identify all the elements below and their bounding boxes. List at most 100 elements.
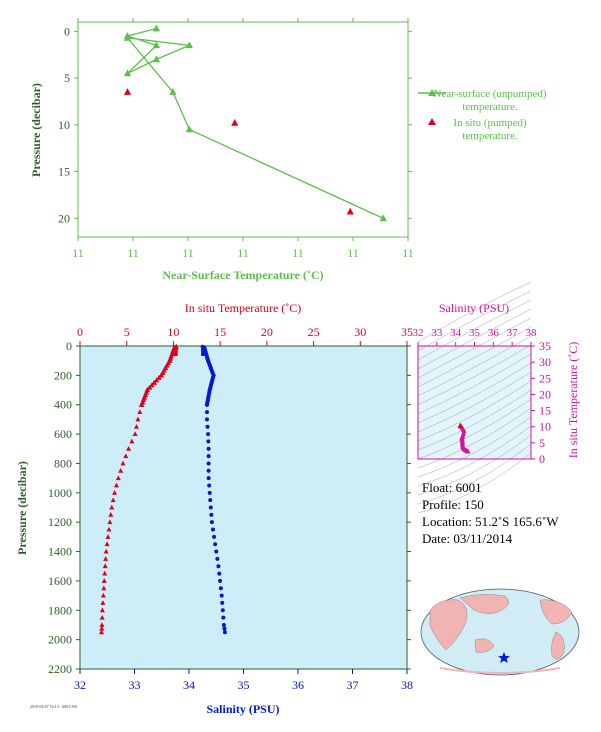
near-surface-chart: 0 5 10 15 20 11 11 11 11 11 11 11 Near-Surface Tem…: [29, 18, 547, 282]
temperature-point-dense: [138, 401, 145, 407]
pressure-tick-label: 1600: [48, 574, 72, 588]
pressure-axis-label: Pressure (decibar): [15, 461, 29, 555]
density-contour: [417, 452, 532, 514]
salinity-point: [212, 534, 217, 539]
pressure-tick-label: 2000: [48, 633, 72, 647]
legend-marker-in-situ: [428, 118, 436, 125]
ts-temperature-tick-label: 30: [539, 355, 551, 369]
top-x-tick-label: 11: [402, 246, 414, 260]
ts-temperature-label: In situ Temperature (˚C): [566, 342, 580, 459]
near-surface-point: [152, 41, 160, 49]
pressure-tick-label: 400: [54, 398, 72, 412]
density-contour: [417, 371, 532, 433]
temperature-tick-label: 35: [401, 325, 413, 339]
map-land-antarctica: [439, 667, 561, 674]
salinity-point-dense: [204, 402, 210, 407]
legend-label-in-situ-2: temperature.: [462, 130, 518, 142]
temperature-tick-label: 15: [214, 325, 226, 339]
density-contour: [417, 290, 532, 352]
ts-plot-frame: [417, 345, 532, 460]
salinity-point: [220, 608, 225, 613]
top-x-tick-label: 11: [292, 246, 304, 260]
ts-temperature-tick-label: 10: [539, 420, 551, 434]
top-legend: Near-surface (unpumped) temperature. In …: [418, 88, 547, 142]
ts-temperature-tick-label: 25: [539, 371, 551, 385]
salinity-point: [214, 549, 219, 554]
ts-temperature-tick-label: 5: [539, 436, 545, 450]
density-contour: [417, 308, 532, 370]
float-info: Float: 6001 Profile: 150 Location: 51.2˚…: [422, 479, 558, 547]
temperature-tick-label: 20: [261, 325, 273, 339]
salinity-point: [218, 586, 223, 591]
ts-salinity-tick-label: 35: [469, 327, 481, 339]
top-y-tick-label: 0: [64, 24, 70, 38]
density-contour: [417, 407, 532, 469]
ts-series: [457, 422, 471, 454]
top-y-axis-label: Pressure (decibar): [29, 83, 43, 177]
salinity-point: [222, 626, 227, 631]
top-x-tick-label: 11: [72, 246, 84, 260]
salinity-point: [205, 424, 210, 429]
density-contour: [417, 389, 532, 451]
temperature-point-dense: [156, 374, 162, 380]
density-contour: [417, 434, 532, 496]
temperature-ticks: 0 5 10 15 20 25 30 35: [77, 325, 413, 346]
temperature-point-dense: [158, 372, 164, 378]
temperature-point: [105, 534, 111, 539]
temperature-point: [106, 526, 112, 532]
salinity-tick-label: 32: [74, 678, 86, 692]
temperature-point: [103, 548, 109, 554]
salinity-point: [209, 520, 214, 525]
salinity-point: [220, 600, 225, 605]
salinity-point: [222, 630, 227, 635]
top-series: [123, 24, 387, 222]
ts-temperature-tick-label: 20: [539, 387, 551, 401]
ts-salinity-ticks: 32 33 34 35 36 37 38: [413, 327, 538, 346]
ts-temperature-tick-label: 0: [539, 452, 545, 466]
salinity-point: [206, 446, 211, 451]
ts-temperature-tick-label: 35: [539, 339, 551, 353]
legend-marker-near-surface: [428, 89, 436, 96]
pressure-tick-label: 1400: [48, 545, 72, 559]
temperature-point: [101, 585, 107, 591]
salinity-point: [218, 578, 223, 583]
salinity-point: [206, 432, 211, 437]
density-contour: [417, 425, 532, 487]
temperature-point: [135, 416, 141, 422]
in-situ-point: [346, 207, 354, 215]
temperature-point: [102, 563, 108, 569]
pressure-tick-label: 1000: [48, 486, 72, 500]
temperature-axis-label: In situ Temperature (˚C): [185, 301, 302, 315]
pressure-tick-label: 2200: [48, 662, 72, 676]
near-surface-line: [125, 27, 384, 219]
ts-temperature-ticks: 0 5 10 15 20 25 30 35: [531, 339, 551, 466]
date: Date: 03/11/2014: [422, 531, 513, 546]
near-surface-point: [379, 214, 387, 222]
top-x-tick-label: 11: [237, 246, 249, 260]
legend-label-near-surface-2: temperature.: [462, 101, 518, 113]
density-contour: [417, 398, 532, 460]
temperature-point: [99, 622, 105, 627]
temperature-point: [99, 625, 105, 631]
temperature-point-dense: [146, 384, 153, 390]
temperature-point-dense: [149, 382, 155, 388]
near-surface-point: [123, 69, 132, 77]
salinity-tick-label: 37: [347, 678, 359, 692]
salinity-point: [215, 556, 220, 561]
density-contour: [417, 335, 532, 397]
salinity-point: [208, 505, 213, 510]
salinity-point: [207, 490, 212, 495]
ts-salinity-tick-label: 38: [526, 327, 538, 339]
temperature-point: [134, 423, 140, 429]
salinity-point: [217, 571, 222, 576]
pressure-tick-label: 800: [54, 456, 72, 470]
map-land-australia: [474, 638, 495, 653]
temperature-point: [120, 460, 126, 466]
in-situ-point: [231, 118, 239, 126]
salinity-point: [204, 410, 209, 415]
near-surface-point: [123, 33, 132, 41]
temperature-point: [101, 578, 107, 583]
salinity-point: [219, 593, 224, 598]
near-surface-point: [169, 88, 177, 95]
temperature-point: [118, 467, 124, 473]
